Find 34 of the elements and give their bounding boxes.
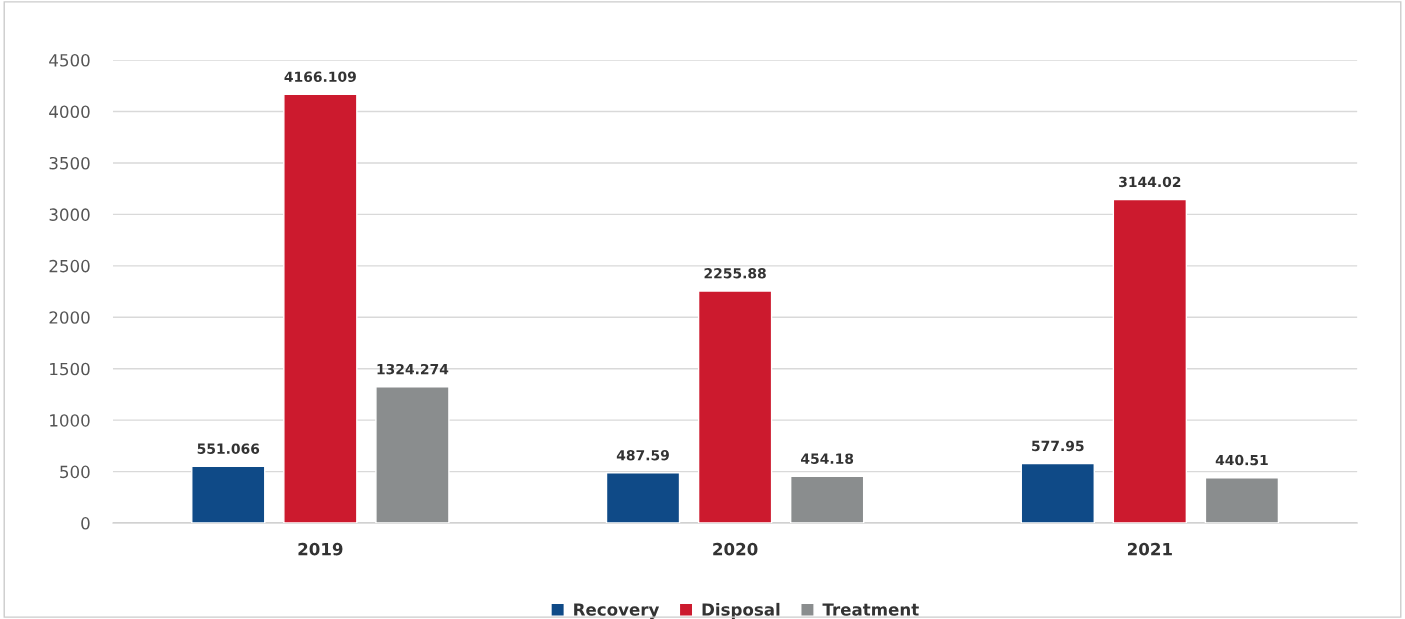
data-label: 454.18 [801, 453, 854, 464]
bar [697, 290, 773, 524]
y-tick-label: 0 [81, 517, 90, 530]
bar [605, 472, 681, 524]
bar [1112, 198, 1188, 524]
y-tick-label: 2000 [49, 311, 90, 324]
data-label: 577.95 [1032, 440, 1084, 452]
legend-label: Recovery [574, 603, 660, 619]
data-label: 2255.88 [704, 268, 766, 279]
data-label: 4166.109 [284, 71, 356, 82]
data-label: 3144.02 [1119, 176, 1181, 188]
bar [789, 475, 865, 524]
x-tick-label: 2019 [298, 542, 343, 556]
y-tick-label: 3000 [49, 208, 90, 221]
y-tick-label: 3500 [49, 156, 90, 170]
y-tick-label: 1000 [50, 414, 90, 427]
data-label: 487.59 [616, 449, 669, 461]
y-tick-label: 2500 [49, 259, 90, 273]
bar [1204, 477, 1280, 524]
legend-label: Treatment [822, 603, 919, 616]
data-label: 1324.274 [377, 363, 449, 375]
data-label: 440.51 [1215, 454, 1268, 466]
data-label: 551.066 [197, 443, 260, 454]
legend-label: Disposal [702, 602, 780, 619]
x-tick-label: 2021 [1127, 542, 1172, 556]
bar [283, 93, 358, 524]
y-tick-label: 4500 [49, 54, 90, 67]
y-tick-label: 1500 [50, 362, 90, 376]
bar [375, 386, 450, 524]
y-tick-label: 4000 [49, 105, 90, 119]
bar [191, 465, 266, 524]
bar [1020, 462, 1095, 524]
y-tick-label: 500 [60, 465, 90, 479]
x-tick-label: 2020 [713, 542, 758, 556]
